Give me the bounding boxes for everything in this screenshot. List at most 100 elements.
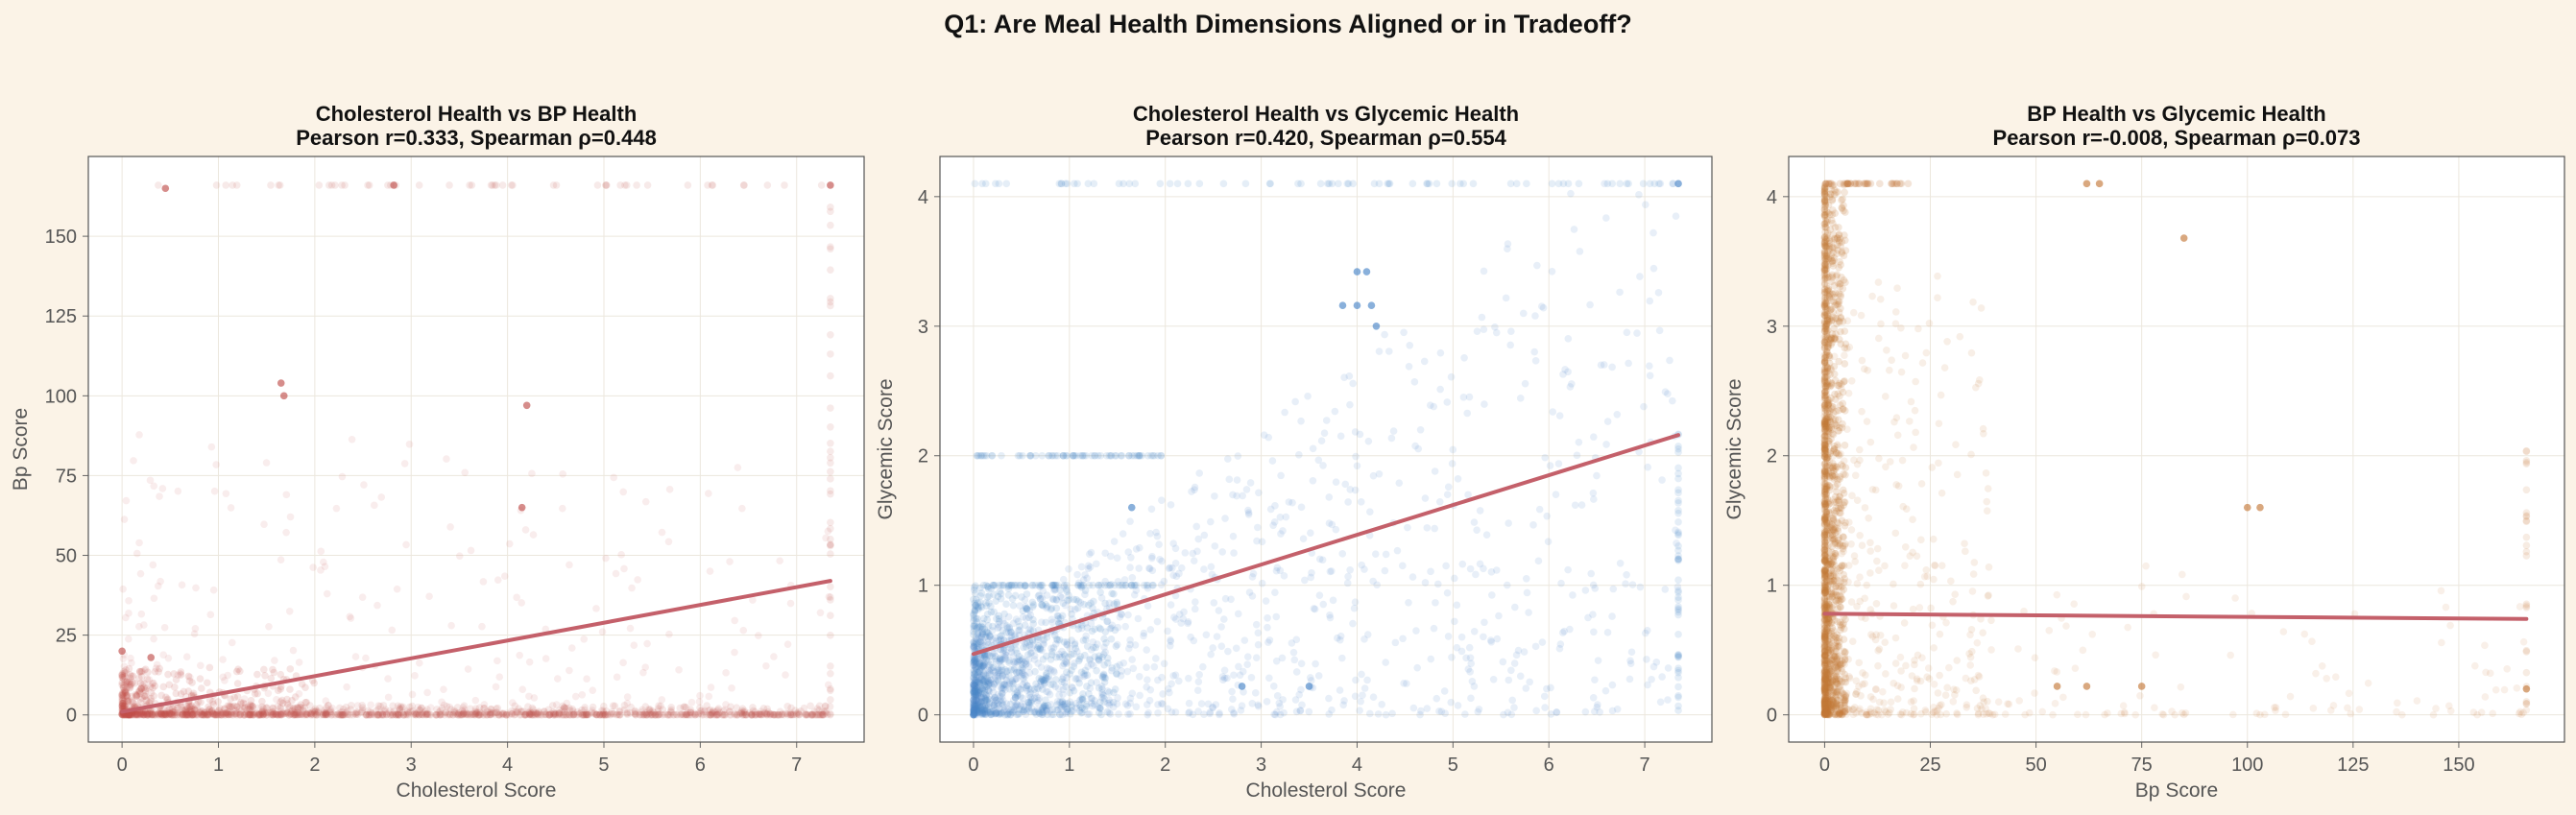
scatter-point [827, 524, 834, 533]
scatter-point [212, 461, 220, 468]
scatter-point [285, 607, 294, 615]
scatter-point [734, 464, 742, 471]
scatter-point [233, 680, 242, 687]
scatter-point [1297, 417, 1305, 425]
scatter-point [1110, 538, 1119, 545]
scatter-point [1476, 560, 1484, 568]
x-axis-label: Cholesterol Score [1246, 779, 1407, 802]
scatter-point [592, 605, 600, 612]
scatter-point [1389, 427, 1398, 435]
scatter-point [1264, 614, 1271, 622]
scatter-point [787, 710, 796, 719]
scatter-point [827, 662, 834, 670]
scatter-point [1047, 651, 1056, 659]
scatter-point [271, 657, 278, 664]
scatter-point [705, 692, 713, 701]
scatter-point [823, 710, 831, 719]
scatter-point [289, 710, 298, 719]
scatter-point [602, 710, 610, 719]
scatter-point [416, 659, 423, 667]
scatter-point [1055, 710, 1064, 718]
scatter-point [258, 697, 266, 706]
scatter-point [487, 706, 495, 713]
scatter-point [1164, 705, 1172, 713]
scatter-point [371, 710, 378, 719]
scatter-point [443, 455, 450, 463]
scatter-point [480, 705, 489, 712]
scatter-point [265, 622, 273, 631]
scatter-point [1594, 657, 1602, 664]
scatter-point [1325, 694, 1333, 703]
scatter-point [1416, 425, 1425, 434]
scatter-point [1351, 486, 1360, 494]
scatter-point [1309, 476, 1317, 485]
scatter-point [1265, 636, 1274, 644]
scatter-point [1625, 675, 1634, 683]
scatter-point [380, 710, 388, 719]
scatter-point [1382, 710, 1390, 719]
scatter-point [537, 710, 544, 719]
scatter-point [1656, 698, 1665, 707]
scatter-point [1315, 555, 1324, 563]
scatter-point [714, 705, 723, 712]
scatter-point [1135, 672, 1144, 681]
scatter-point [1291, 696, 1300, 704]
scatter-point [1320, 429, 1329, 438]
scatter-point [1344, 180, 1353, 188]
scatter-point [1171, 615, 1180, 623]
scatter-point [807, 702, 814, 710]
scatter-point [421, 707, 429, 715]
scatter-point [578, 690, 587, 699]
scatter-point [1476, 507, 1484, 515]
scatter-point [1100, 581, 1109, 589]
scatter-point [441, 710, 448, 719]
scatter-point [792, 709, 801, 718]
scatter-point [1644, 463, 1651, 471]
scatter-point [1475, 706, 1483, 713]
scatter-point [1467, 694, 1475, 703]
scatter-point [1234, 452, 1242, 460]
scatter-point [1095, 655, 1103, 663]
scatter-point [508, 707, 516, 715]
scatter-point [1628, 581, 1637, 588]
scatter-point [993, 703, 1001, 710]
scatter-point [1548, 267, 1556, 276]
scatter-point [516, 651, 523, 659]
scatter-point [508, 709, 516, 718]
scatter-point [1209, 644, 1216, 652]
scatter-point [1577, 501, 1586, 509]
scatter-point [222, 490, 230, 498]
scatter-point [1447, 372, 1456, 381]
scatter-point [1329, 596, 1337, 605]
scatter-point [569, 710, 577, 719]
scatter-point [304, 708, 313, 717]
scatter-point [1499, 658, 1507, 666]
scatter-point [1546, 462, 1554, 469]
scatter-point [827, 467, 834, 476]
scatter-point [1038, 710, 1046, 719]
scatter-point [503, 709, 511, 717]
scatter-point [1510, 659, 1519, 667]
scatter-point [486, 708, 494, 716]
scatter-point [1436, 348, 1445, 357]
scatter-point [1531, 312, 1539, 320]
scatter-point [1073, 604, 1082, 612]
scatter-point [1070, 662, 1078, 670]
scatter-point [480, 704, 489, 712]
scatter-point [526, 709, 534, 717]
scatter-point [1115, 710, 1122, 718]
scatter-point [1589, 433, 1598, 441]
scatter-point [982, 581, 990, 589]
scatter-point [1190, 557, 1198, 564]
scatter-point [1521, 379, 1529, 388]
scatter-point [1443, 588, 1452, 597]
scatter-point [763, 181, 772, 189]
scatter-point [999, 683, 1007, 692]
scatter-point [390, 181, 397, 189]
scatter-point [1087, 599, 1095, 608]
scatter-point [1153, 532, 1162, 540]
x-tick-label: 2 [309, 755, 320, 776]
scatter-point [568, 705, 577, 713]
y-tick-label: 2 [918, 446, 928, 467]
